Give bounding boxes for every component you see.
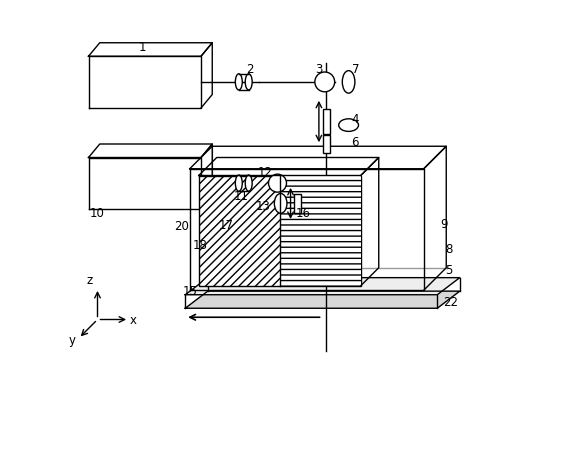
Circle shape <box>315 72 334 92</box>
Bar <box>199 176 361 286</box>
Text: x: x <box>130 314 137 327</box>
Text: 4: 4 <box>351 113 359 126</box>
Text: 10: 10 <box>90 207 105 220</box>
Text: 20: 20 <box>174 220 189 233</box>
Text: 16: 16 <box>295 207 310 220</box>
Text: 2: 2 <box>246 63 253 76</box>
Text: z: z <box>86 274 92 288</box>
Text: 6: 6 <box>351 136 359 149</box>
Text: 5: 5 <box>445 264 452 276</box>
Text: 12: 12 <box>257 166 272 179</box>
Ellipse shape <box>235 175 243 191</box>
Ellipse shape <box>245 74 252 90</box>
Circle shape <box>268 174 287 192</box>
Ellipse shape <box>245 175 252 191</box>
Bar <box>280 176 361 286</box>
Polygon shape <box>185 278 460 295</box>
Text: 8: 8 <box>445 243 452 256</box>
Text: 9: 9 <box>440 219 448 231</box>
Text: 7: 7 <box>351 63 359 76</box>
Ellipse shape <box>339 119 359 131</box>
Ellipse shape <box>274 194 287 213</box>
Bar <box>294 194 301 213</box>
Text: 1: 1 <box>139 41 146 54</box>
Text: y: y <box>69 334 76 347</box>
Ellipse shape <box>342 71 355 93</box>
Polygon shape <box>185 291 460 308</box>
Text: 18: 18 <box>193 239 208 252</box>
Text: 22: 22 <box>443 297 458 309</box>
Bar <box>323 109 330 134</box>
Bar <box>323 135 330 153</box>
Text: 11: 11 <box>234 190 249 203</box>
Text: 17: 17 <box>219 220 233 232</box>
Ellipse shape <box>235 74 243 90</box>
Text: 3: 3 <box>316 63 323 76</box>
Text: 13: 13 <box>255 201 271 213</box>
Text: 15: 15 <box>182 285 197 298</box>
